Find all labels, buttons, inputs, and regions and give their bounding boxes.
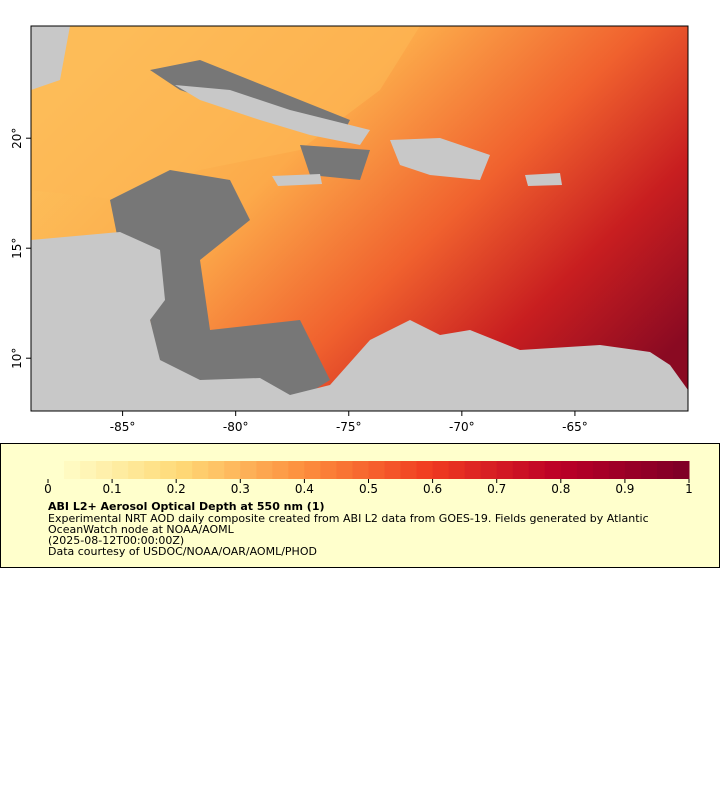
colorbar-swatch bbox=[512, 461, 530, 479]
colorbar-tick-label: 1 bbox=[685, 482, 693, 494]
colorbar-tick-label: 0.7 bbox=[487, 482, 506, 494]
colorbar-swatch bbox=[144, 461, 161, 479]
colorbar-swatch bbox=[480, 461, 498, 479]
colorbar-swatch bbox=[624, 461, 642, 479]
colorbar-swatch bbox=[528, 461, 546, 479]
colorbar-swatch bbox=[352, 461, 369, 479]
colorbar-swatch bbox=[304, 461, 321, 479]
colorbar-swatch bbox=[400, 461, 418, 479]
map-field bbox=[31, 26, 688, 411]
colorbar-swatch bbox=[48, 461, 65, 479]
colorbar-swatch bbox=[640, 461, 658, 479]
legend-title: ABI L2+ Aerosol Optical Depth at 550 nm … bbox=[48, 500, 325, 513]
colorbar-swatch bbox=[592, 461, 610, 479]
colorbar-swatch bbox=[128, 461, 145, 479]
map-frame bbox=[30, 25, 689, 412]
colorbar-swatch bbox=[560, 461, 578, 479]
x-tick-label: -65° bbox=[562, 420, 588, 434]
y-tick-label: 20° bbox=[10, 128, 24, 149]
y-tick-label: 10° bbox=[10, 348, 24, 369]
colorbar-swatch bbox=[464, 461, 482, 479]
y-tick-label: 15° bbox=[10, 238, 24, 259]
legend: 0 0.1 0.2 0.3 0.4 0.5 0.6 0.7 0.8 0.9 1 ABI L2+ Ae… bbox=[0, 443, 720, 568]
colorbar-tick-label: 0.8 bbox=[551, 482, 570, 494]
colorbar-swatch bbox=[256, 461, 273, 479]
colorbar-swatch bbox=[544, 461, 562, 479]
legend-description: Experimental NRT AOD daily composite cre… bbox=[48, 512, 649, 536]
colorbar-swatch bbox=[448, 461, 466, 479]
colorbar-swatch bbox=[64, 461, 81, 479]
colorbar-tick-label: 0.1 bbox=[103, 482, 122, 494]
colorbar-swatch bbox=[608, 461, 626, 479]
colorbar-swatch bbox=[320, 461, 337, 479]
colorbar-swatch bbox=[176, 461, 193, 479]
colorbar-swatch bbox=[416, 461, 434, 479]
colorbar-tick-label: 0.9 bbox=[615, 482, 634, 494]
colorbar-swatch bbox=[272, 461, 289, 479]
colorbar-swatch bbox=[80, 461, 97, 479]
x-tick-label: -70° bbox=[449, 420, 475, 434]
colorbar: 0 0.1 0.2 0.3 0.4 0.5 0.6 0.7 0.8 0.9 1 bbox=[44, 461, 693, 494]
colorbar-swatch bbox=[160, 461, 177, 479]
x-tick-label: -80° bbox=[223, 420, 249, 434]
colorbar-swatch bbox=[432, 461, 450, 479]
colorbar-swatch bbox=[336, 461, 353, 479]
x-tick-label: -85° bbox=[110, 420, 136, 434]
legend-date: (2025-08-12T00:00:00Z) bbox=[48, 534, 185, 547]
colorbar-swatch bbox=[656, 461, 674, 479]
colorbar-swatch bbox=[96, 461, 113, 479]
colorbar-tick-label: 0.4 bbox=[295, 482, 314, 494]
colorbar-swatch bbox=[208, 461, 225, 479]
colorbar-swatch bbox=[288, 461, 305, 479]
colorbar-swatch bbox=[112, 461, 129, 479]
colorbar-tick-label: 0 bbox=[44, 482, 52, 494]
colorbar-swatch bbox=[672, 461, 690, 479]
colorbar-swatch bbox=[368, 461, 386, 479]
colorbar-swatch bbox=[576, 461, 594, 479]
map: -85° -80° -75° -70° -65° 10° 15° 20° bbox=[10, 25, 689, 434]
colorbar-swatch bbox=[192, 461, 209, 479]
colorbar-swatch bbox=[496, 461, 514, 479]
colorbar-swatch bbox=[384, 461, 402, 479]
legend-credit: Data courtesy of USDOC/NOAA/OAR/AOML/PHO… bbox=[48, 545, 317, 558]
colorbar-tick-label: 0.5 bbox=[359, 482, 378, 494]
colorbar-tick-label: 0.2 bbox=[167, 482, 186, 494]
colorbar-swatch bbox=[240, 461, 257, 479]
colorbar-tick-label: 0.6 bbox=[423, 482, 442, 494]
colorbar-swatch bbox=[224, 461, 241, 479]
x-tick-label: -75° bbox=[336, 420, 362, 434]
colorbar-tick-label: 0.3 bbox=[231, 482, 250, 494]
